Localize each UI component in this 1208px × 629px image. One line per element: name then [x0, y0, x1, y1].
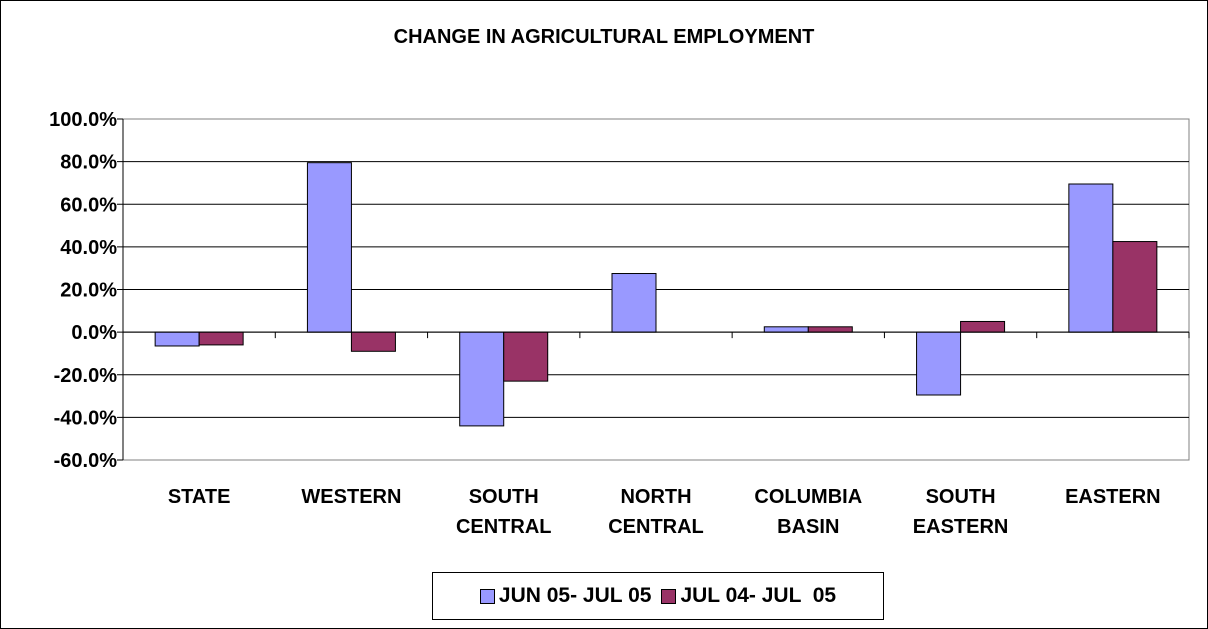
bar-series-2	[807, 326, 853, 333]
bar-series-1	[459, 331, 505, 427]
y-tick-label: 20.0%	[60, 280, 117, 302]
y-tick-label: 40.0%	[60, 237, 117, 259]
bar-series-1	[916, 331, 962, 396]
legend-swatch-series-2	[661, 588, 677, 604]
legend-label-series-1: JUN 05- JUL 05	[498, 584, 652, 607]
bar-series-2	[198, 331, 244, 346]
y-tick-label: 100.0%	[49, 109, 117, 131]
legend: JUN 05- JUL 05 JUL 04- JUL 05	[432, 572, 884, 620]
x-tick-label: COLUMBIA	[754, 486, 862, 508]
y-tick-label: -40.0%	[54, 407, 118, 429]
x-tick-label: NORTH	[620, 486, 691, 508]
bar-series-2	[1112, 241, 1158, 333]
bar-series-1	[1068, 183, 1114, 333]
y-tick-label: -60.0%	[54, 450, 118, 472]
x-tick-label: SOUTH	[926, 486, 996, 508]
x-tick-label: CENTRAL	[456, 516, 552, 538]
y-tick-label: -20.0%	[54, 365, 118, 387]
chart-title: CHANGE IN AGRICULTURAL EMPLOYMENT	[393, 26, 815, 48]
y-tick-label: 60.0%	[60, 194, 117, 216]
x-tick-label: BASIN	[777, 516, 839, 538]
legend-label-series-2: JUL 04- JUL 05	[680, 584, 837, 607]
bar-series-1	[154, 331, 200, 347]
legend-item-series-2: JUL 04- JUL 05	[661, 584, 836, 608]
x-tick-label: SOUTH	[469, 486, 539, 508]
bar-series-2	[350, 331, 396, 352]
x-tick-label: EASTERN	[1065, 486, 1161, 508]
legend-item-series-1: JUN 05- JUL 05	[479, 584, 652, 608]
bar-series-1	[611, 273, 657, 333]
bar-series-2	[503, 331, 549, 382]
bar-series-1	[763, 326, 809, 333]
legend-swatch-series-1	[479, 588, 495, 604]
y-tick-label: 80.0%	[60, 152, 117, 174]
bar-series-2	[960, 320, 1006, 333]
y-tick-label: 0.0%	[71, 322, 117, 344]
bar-series-1	[306, 162, 352, 333]
x-tick-label: WESTERN	[301, 486, 401, 508]
x-tick-label: CENTRAL	[608, 516, 704, 538]
x-tick-label: EASTERN	[913, 516, 1009, 538]
x-tick-label: STATE	[168, 486, 231, 508]
